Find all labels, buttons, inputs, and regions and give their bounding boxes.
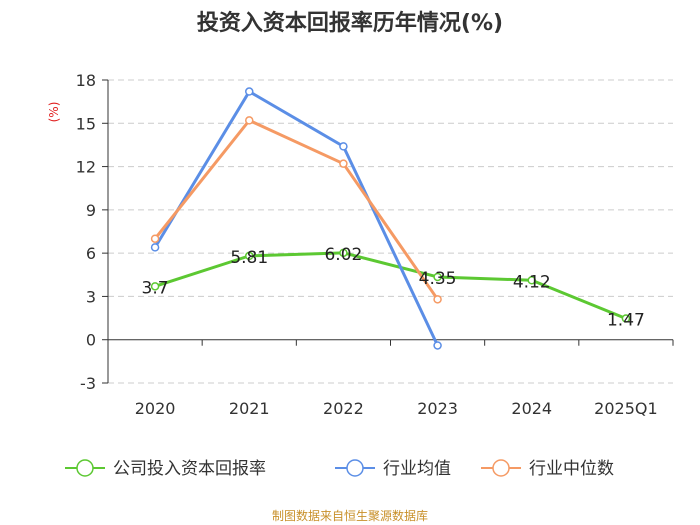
y-tick-label: 0 [86,331,96,350]
y-axis-label: (%) [47,102,61,123]
data-point[interactable] [150,282,160,291]
x-tick-label: 2022 [323,399,364,418]
y-tick-label: 6 [86,244,96,263]
legend-swatch-marker[interactable] [492,459,510,477]
data-label: 6.02 [324,245,362,265]
data-label: 4.12 [513,272,551,292]
y-tick-label: 9 [86,201,96,220]
series-line [153,118,439,301]
legend-swatch-marker[interactable] [346,459,364,477]
data-point[interactable] [433,272,442,282]
series-line [154,251,627,320]
y-tick-label: 15 [76,114,96,133]
axes: -3 0 3 6 9 12 15 18 2020 2021 2022 2023 2024 2025Q1 [76,71,674,418]
data-label: 4.35 [419,269,457,289]
data-point[interactable] [339,142,348,151]
data-point[interactable] [433,341,442,350]
x-tick-label: 2021 [229,399,270,418]
x-tick-label: 2020 [135,399,176,418]
y-tick-label: 12 [76,158,96,177]
data-point[interactable] [433,295,442,304]
series-group [150,87,631,350]
x-tick-label: 2025Q1 [594,399,658,418]
x-tick-label: 2023 [417,399,458,418]
y-tick-label: -3 [80,374,96,393]
chart-title: 投资入资本回报率历年情况(%) [197,10,503,36]
legend-label[interactable]: 公司投入资本回报率 [113,459,266,479]
data-point[interactable] [245,87,254,96]
data-label: 5.81 [230,248,268,268]
legend-swatch-marker[interactable] [76,459,94,477]
data-point[interactable] [339,159,348,168]
data-point[interactable] [150,234,160,243]
series-line [153,90,439,347]
x-tick-label: 2024 [511,399,552,418]
data-label: 3.7 [142,278,169,298]
legend-label[interactable]: 行业均值 [383,459,451,479]
data-point[interactable] [621,314,631,323]
data-point[interactable] [245,251,254,261]
data-point[interactable] [527,276,536,285]
data-labels: 3.7 5.81 6.02 4.35 4.12 1.47 [142,245,645,331]
data-label: 1.47 [607,311,645,331]
y-tick-label: 18 [76,71,96,90]
legend-label[interactable]: 行业中位数 [529,459,614,479]
data-point[interactable] [245,116,254,125]
data-point[interactable] [150,243,160,252]
legend[interactable]: 公司投入资本回报率 行业均值 行业中位数 [65,459,614,479]
y-tick-label: 3 [86,287,96,306]
source-note: 制图数据来自恒生聚源数据库 [272,508,428,523]
data-point[interactable] [339,248,348,258]
